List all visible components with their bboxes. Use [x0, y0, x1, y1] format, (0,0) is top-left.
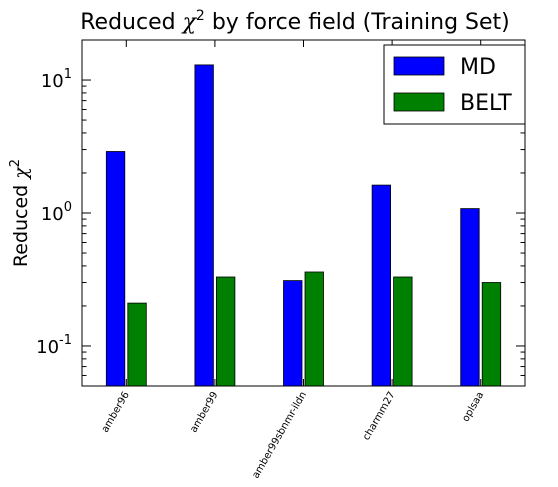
y-tick-label: 101 — [41, 67, 72, 92]
chart-title-exponent: 2 — [196, 8, 205, 24]
y-axis-label-symbol: χ — [10, 166, 32, 181]
y-tick-exponent: 1 — [64, 67, 72, 82]
legend-swatch-md — [393, 56, 445, 76]
chart-title: Reduced χ2 by force field (Training Set) — [80, 8, 510, 35]
bars-group — [105, 64, 502, 387]
y-axis-label: Reduced χ2 — [8, 159, 32, 267]
bar-belt-oplsaa — [481, 282, 502, 387]
x-tick-label-amber99sbnmr-ildn: amber99sbnmr-ildn — [250, 390, 309, 481]
x-tick-label-amber99: amber99 — [188, 390, 220, 435]
bar-md-amber99sbnmr-ildn — [283, 280, 303, 387]
y-tick-base: 10 — [41, 204, 64, 225]
bar-belt-amber99 — [215, 276, 236, 387]
bar-belt-amber99sbnmr-ildn — [304, 271, 324, 387]
legend: MD BELT — [383, 44, 526, 125]
legend-label-md: MD — [460, 55, 496, 80]
legend-label-belt: BELT — [460, 91, 512, 116]
chart-title-suffix: by force field (Training Set) — [205, 10, 510, 35]
bar-md-charmm27 — [371, 184, 392, 387]
x-tick-label-amber96: amber96 — [100, 390, 132, 435]
bar-md-amber99 — [194, 64, 214, 387]
chart-title-prefix: Reduced — [80, 10, 182, 35]
y-tick-exponent: -1 — [59, 333, 72, 348]
y-tick-base: 10 — [41, 71, 64, 92]
y-axis-label-prefix: Reduced — [10, 179, 32, 267]
chart-title-symbol: χ — [181, 10, 198, 35]
x-tick-label-oplsaa: oplsaa — [460, 390, 486, 424]
y-tick-base: 10 — [36, 337, 59, 358]
y-tick-label: 100 — [41, 200, 72, 225]
bar-belt-amber96 — [127, 302, 147, 387]
bar-md-amber96 — [105, 151, 126, 387]
x-tick-label-charmm27: charmm27 — [361, 390, 398, 442]
bar-belt-charmm27 — [393, 276, 413, 387]
y-tick-exponent: 0 — [64, 200, 72, 215]
y-tick-label: 10-1 — [36, 333, 72, 358]
legend-swatch-belt — [393, 92, 445, 112]
bar-md-oplsaa — [460, 208, 480, 387]
plot-frame — [81, 39, 526, 387]
y-axis-label-exponent: 2 — [8, 159, 23, 167]
